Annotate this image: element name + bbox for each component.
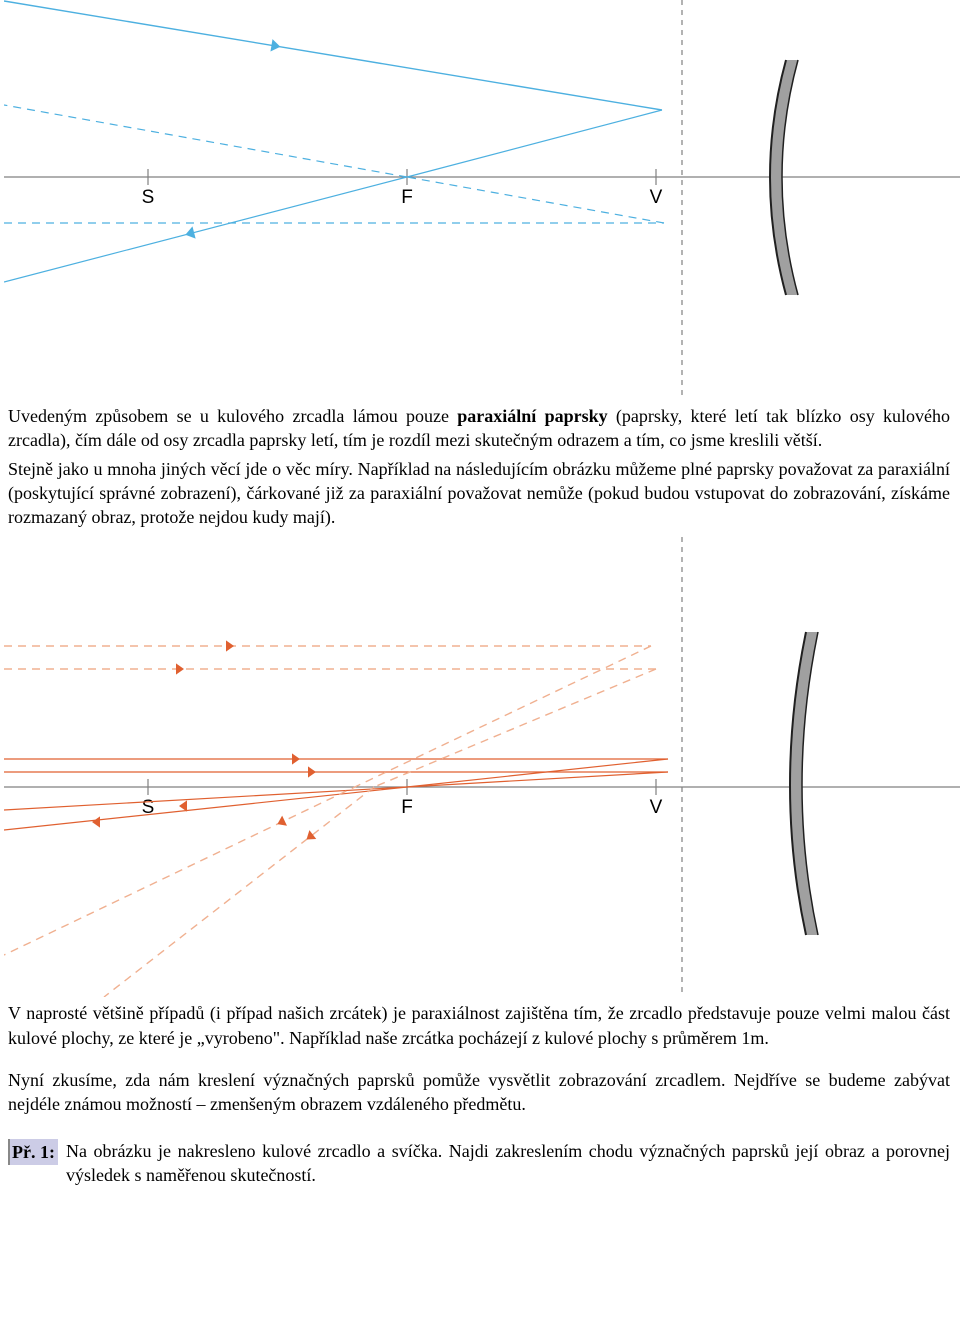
svg-text:V: V (650, 797, 663, 818)
diagram-paraxial-blue: SFV (4, 0, 960, 400)
paragraph-block-1: Uvedeným způsobem se u kulového zrcadla … (4, 400, 956, 537)
para-4: Nyní zkusíme, zda nám kreslení význačnýc… (8, 1068, 950, 1117)
svg-text:F: F (401, 797, 413, 818)
svg-text:F: F (401, 187, 413, 208)
svg-text:V: V (650, 187, 663, 208)
paragraph-block-2: V naprosté většině případů (i případ naš… (4, 997, 956, 1124)
svg-text:S: S (142, 187, 155, 208)
para-1a: Uvedeným způsobem se u kulového zrcadla … (8, 406, 457, 426)
exercise-text: Na obrázku je nakresleno kulové zrcadlo … (62, 1139, 950, 1188)
para-3: V naprosté většině případů (i případ naš… (8, 1001, 950, 1050)
exercise-label: Př. 1: (8, 1139, 58, 1165)
diagram-nonparaxial-red: SFV (4, 537, 960, 997)
para-1b-bold: paraxiální paprsky (457, 406, 607, 426)
exercise-block: Př. 1: Na obrázku je nakresleno kulové z… (4, 1139, 956, 1188)
para-1: Uvedeným způsobem se u kulového zrcadla … (8, 404, 950, 453)
para-2: Stejně jako u mnoha jiných věcí jde o vě… (8, 457, 950, 530)
